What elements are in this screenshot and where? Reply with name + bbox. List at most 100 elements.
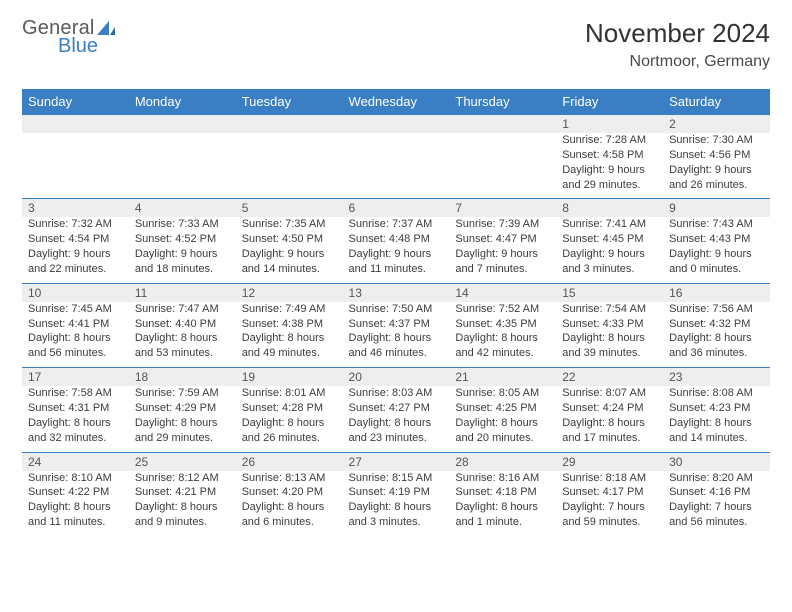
week-row: Sunrise: 7:58 AMSunset: 4:31 PMDaylight:… bbox=[22, 386, 770, 452]
sunrise-line: Sunrise: 7:47 AM bbox=[135, 302, 230, 317]
date-cell: 18 bbox=[129, 368, 236, 387]
date-cell: 3 bbox=[22, 199, 129, 218]
date-row: 17181920212223 bbox=[22, 368, 770, 387]
sunrise-line: Sunrise: 7:52 AM bbox=[455, 302, 550, 317]
date-cell: 25 bbox=[129, 452, 236, 471]
week-row: Sunrise: 7:32 AMSunset: 4:54 PM Daylight:… bbox=[22, 217, 770, 283]
sunset-line: Sunset: 4:38 PM bbox=[242, 317, 337, 332]
dl2-line: and 49 minutes. bbox=[242, 346, 337, 361]
sunrise-line: Sunrise: 8:10 AM bbox=[28, 471, 123, 486]
dl1-line: Daylight: 8 hours bbox=[242, 331, 337, 346]
date-cell: 26 bbox=[236, 452, 343, 471]
sunrise-line: Sunrise: 8:20 AM bbox=[669, 471, 764, 486]
day-cell: Sunrise: 7:32 AMSunset: 4:54 PMDaylight:… bbox=[22, 217, 129, 283]
sunset-line: Sunset: 4:37 PM bbox=[349, 317, 444, 332]
date-cell: 11 bbox=[129, 283, 236, 302]
sunset-line: Sunset: 4:18 PM bbox=[455, 485, 550, 500]
date-cell: 1 bbox=[556, 115, 663, 134]
day-cell: Sunrise: 7:41 AMSunset: 4:45 PMDaylight:… bbox=[556, 217, 663, 283]
dl2-line: and 7 minutes. bbox=[455, 262, 550, 277]
date-cell: 2 bbox=[663, 115, 770, 134]
date-cell: 24 bbox=[22, 452, 129, 471]
date-cell: 16 bbox=[663, 283, 770, 302]
header: General Blue November 2024 Nortmoor, Ger… bbox=[22, 18, 770, 71]
dl2-line: and 53 minutes. bbox=[135, 346, 230, 361]
date-cell: 29 bbox=[556, 452, 663, 471]
sunrise-line: Sunrise: 8:18 AM bbox=[562, 471, 657, 486]
logo-text-blue: Blue bbox=[22, 36, 115, 56]
day-cell: Sunrise: 8:07 AMSunset: 4:24 PMDaylight:… bbox=[556, 386, 663, 452]
sunrise-line: Sunrise: 7:50 AM bbox=[349, 302, 444, 317]
sunrise-line: Sunrise: 8:03 AM bbox=[349, 386, 444, 401]
date-cell: 23 bbox=[663, 368, 770, 387]
day-cell: Sunrise: 7:50 AMSunset: 4:37 PMDaylight:… bbox=[343, 302, 450, 368]
date-cell: 12 bbox=[236, 283, 343, 302]
sunset-line: Sunset: 4:16 PM bbox=[669, 485, 764, 500]
dl2-line: and 1 minute. bbox=[455, 515, 550, 530]
date-cell: 21 bbox=[449, 368, 556, 387]
sunrise-line: Sunrise: 7:32 AM bbox=[28, 217, 123, 232]
dl1-line: Daylight: 8 hours bbox=[28, 416, 123, 431]
dl1-line: Daylight: 9 hours bbox=[242, 247, 337, 262]
dl2-line: and 17 minutes. bbox=[562, 431, 657, 446]
day-header: Wednesday bbox=[343, 89, 450, 115]
sail-icon bbox=[97, 21, 115, 35]
day-cell: Sunrise: 8:05 AMSunset: 4:25 PMDaylight:… bbox=[449, 386, 556, 452]
sunrise-line: Sunrise: 8:05 AM bbox=[455, 386, 550, 401]
date-cell bbox=[236, 115, 343, 134]
date-cell: 13 bbox=[343, 283, 450, 302]
sunset-line: Sunset: 4:47 PM bbox=[455, 232, 550, 247]
date-cell: 5 bbox=[236, 199, 343, 218]
sunrise-line: Sunrise: 8:08 AM bbox=[669, 386, 764, 401]
date-cell bbox=[343, 115, 450, 134]
dl1-line: Daylight: 8 hours bbox=[135, 500, 230, 515]
dl1-line: Daylight: 8 hours bbox=[562, 416, 657, 431]
day-cell: Sunrise: 8:08 AMSunset: 4:23 PMDaylight:… bbox=[663, 386, 770, 452]
day-cell bbox=[236, 133, 343, 199]
dl2-line: and 36 minutes. bbox=[669, 346, 764, 361]
sunset-line: Sunset: 4:41 PM bbox=[28, 317, 123, 332]
dl1-line: Daylight: 8 hours bbox=[28, 500, 123, 515]
sunset-line: Sunset: 4:22 PM bbox=[28, 485, 123, 500]
sunset-line: Sunset: 4:29 PM bbox=[135, 401, 230, 416]
dl2-line: and 29 minutes. bbox=[135, 431, 230, 446]
dl1-line: Daylight: 9 hours bbox=[562, 247, 657, 262]
dl2-line: and 23 minutes. bbox=[349, 431, 444, 446]
sunrise-line: Sunrise: 7:41 AM bbox=[562, 217, 657, 232]
sunset-line: Sunset: 4:48 PM bbox=[349, 232, 444, 247]
day-cell: Sunrise: 8:12 AMSunset: 4:21 PMDaylight:… bbox=[129, 471, 236, 536]
dl2-line: and 6 minutes. bbox=[242, 515, 337, 530]
dl1-line: Daylight: 8 hours bbox=[562, 331, 657, 346]
sunset-line: Sunset: 4:58 PM bbox=[562, 148, 657, 163]
sunset-line: Sunset: 4:31 PM bbox=[28, 401, 123, 416]
dl1-line: Daylight: 8 hours bbox=[242, 416, 337, 431]
sunset-line: Sunset: 4:50 PM bbox=[242, 232, 337, 247]
sunset-line: Sunset: 4:52 PM bbox=[135, 232, 230, 247]
dl2-line: and 20 minutes. bbox=[455, 431, 550, 446]
day-cell: Sunrise: 7:28 AMSunset: 4:58 PMDaylight:… bbox=[556, 133, 663, 199]
date-cell: 17 bbox=[22, 368, 129, 387]
date-row: 12 bbox=[22, 115, 770, 134]
day-cell: Sunrise: 7:49 AMSunset: 4:38 PMDaylight:… bbox=[236, 302, 343, 368]
dl2-line: and 11 minutes. bbox=[349, 262, 444, 277]
sunrise-line: Sunrise: 7:39 AM bbox=[455, 217, 550, 232]
sunset-line: Sunset: 4:54 PM bbox=[28, 232, 123, 247]
sunset-line: Sunset: 4:28 PM bbox=[242, 401, 337, 416]
dl2-line: and 46 minutes. bbox=[349, 346, 444, 361]
date-cell: 10 bbox=[22, 283, 129, 302]
day-cell: Sunrise: 8:03 AMSunset: 4:27 PMDaylight:… bbox=[343, 386, 450, 452]
date-cell: 4 bbox=[129, 199, 236, 218]
day-cell: Sunrise: 7:39 AMSunset: 4:47 PMDaylight:… bbox=[449, 217, 556, 283]
dl1-line: Daylight: 8 hours bbox=[135, 416, 230, 431]
sunrise-line: Sunrise: 7:45 AM bbox=[28, 302, 123, 317]
day-cell: Sunrise: 7:58 AMSunset: 4:31 PMDaylight:… bbox=[22, 386, 129, 452]
sunrise-line: Sunrise: 7:33 AM bbox=[135, 217, 230, 232]
sunset-line: Sunset: 4:25 PM bbox=[455, 401, 550, 416]
sunset-line: Sunset: 4:56 PM bbox=[669, 148, 764, 163]
day-cell bbox=[129, 133, 236, 199]
sunrise-line: Sunrise: 7:28 AM bbox=[562, 133, 657, 148]
day-header: Tuesday bbox=[236, 89, 343, 115]
day-header: Monday bbox=[129, 89, 236, 115]
day-header: Friday bbox=[556, 89, 663, 115]
sunset-line: Sunset: 4:20 PM bbox=[242, 485, 337, 500]
